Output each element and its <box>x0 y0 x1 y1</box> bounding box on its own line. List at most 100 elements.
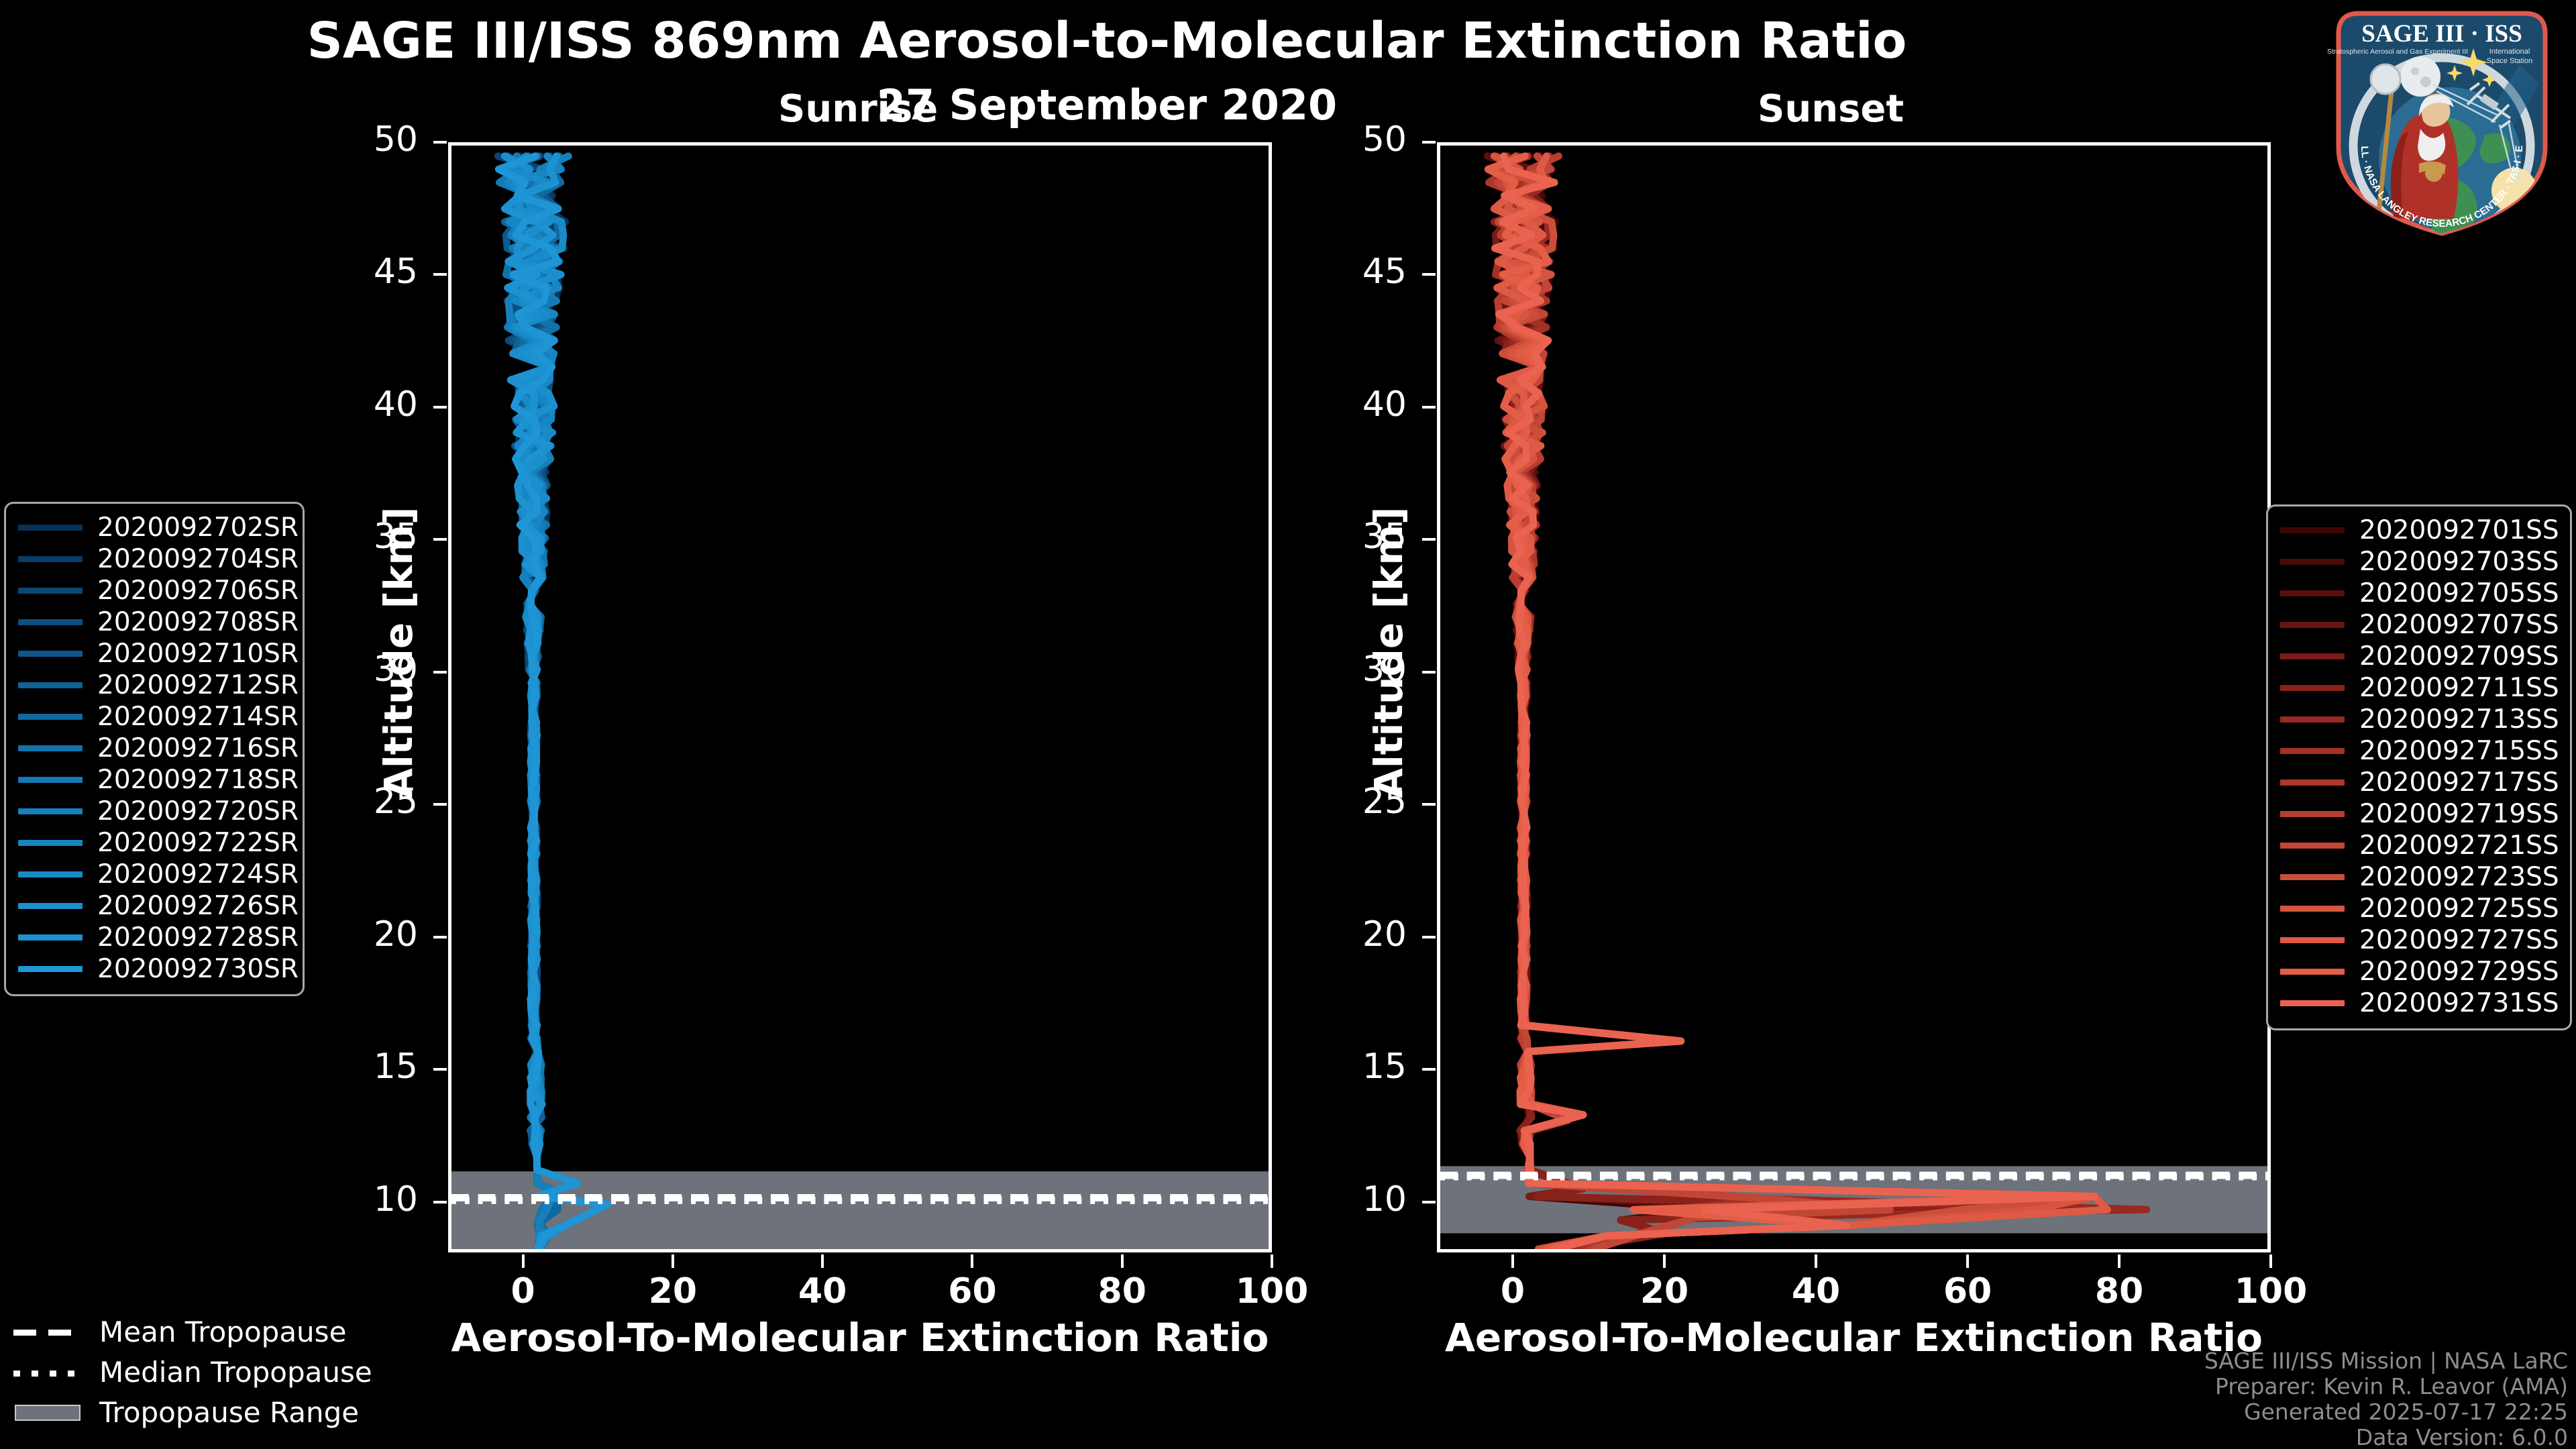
sunset-legend-item[interactable]: 2020092717SS <box>2280 767 2559 798</box>
sunset-legend-item[interactable]: 2020092719SS <box>2280 798 2559 830</box>
y-tick-label: 35 <box>373 517 418 557</box>
sunrise-panel-title: Sunrise <box>778 87 938 131</box>
sunrise-legend-item[interactable]: 2020092724SR <box>18 859 299 890</box>
sunset-legend-item[interactable]: 2020092721SS <box>2280 830 2559 861</box>
sunrise-profile-lines <box>494 152 611 1249</box>
sunset-legend-item[interactable]: 2020092709SS <box>2280 641 2559 672</box>
sunrise-legend-item[interactable]: 2020092714SR <box>18 701 299 733</box>
legend-color-swatch <box>2280 685 2345 691</box>
sunrise-legend-item[interactable]: 2020092702SR <box>18 512 299 543</box>
sunset-legend-item[interactable]: 2020092727SS <box>2280 924 2559 956</box>
sunset-legend-item[interactable]: 2020092725SS <box>2280 893 2559 924</box>
legend-event-label: 2020092703SS <box>2359 547 2559 577</box>
y-tick-label: 50 <box>1362 119 1407 160</box>
x-tick-mark <box>1966 1254 1969 1268</box>
sunrise-legend-item[interactable]: 2020092716SR <box>18 733 299 764</box>
legend-color-swatch <box>18 525 83 531</box>
legend-color-swatch <box>18 871 83 877</box>
legend-color-swatch <box>18 966 83 972</box>
legend-color-swatch <box>2280 527 2345 533</box>
profile-line <box>1495 152 2098 1249</box>
legend-color-swatch <box>18 714 83 720</box>
legend-color-swatch <box>2280 653 2345 659</box>
sunrise-series-legend[interactable]: 2020092702SR 2020092704SR 2020092706SR 2020… <box>4 502 305 996</box>
legend-event-label: 2020092713SS <box>2359 704 2559 735</box>
credits-block: SAGE III/ISS Mission | NASA LaRC Prepare… <box>2204 1348 2568 1449</box>
sunset-legend-item[interactable]: 2020092707SS <box>2280 609 2559 641</box>
x-tick-mark <box>1271 1254 1273 1268</box>
sunrise-legend-item[interactable]: 2020092706SR <box>18 575 299 606</box>
legend-event-label: 2020092712SR <box>97 670 299 700</box>
sunset-series-legend[interactable]: 2020092701SS 2020092703SS 2020092705SS 2020… <box>2266 504 2572 1030</box>
profile-line <box>1493 152 1894 1249</box>
legend-event-label: 2020092708SR <box>97 607 299 637</box>
legend-event-label: 2020092709SS <box>2359 641 2559 672</box>
logo-subtitle-left: Stratospheric Aerosol and Gas Experiment… <box>2327 48 2468 56</box>
y-tick-mark <box>1422 273 1436 276</box>
sunrise-legend-item[interactable]: 2020092728SR <box>18 922 299 953</box>
legend-color-swatch <box>2280 559 2345 565</box>
x-tick-mark <box>821 1254 824 1268</box>
legend-event-label: 2020092715SS <box>2359 736 2559 766</box>
date-subtitle: 27 September 2020 <box>876 80 1338 129</box>
sunset-legend-item[interactable]: 2020092715SS <box>2280 735 2559 767</box>
sunrise-legend-item[interactable]: 2020092722SR <box>18 827 299 859</box>
legend-event-label: 2020092717SS <box>2359 767 2559 798</box>
logo-subtitle-right-1: International <box>2489 48 2530 56</box>
profile-line <box>1494 152 1821 1249</box>
sunset-legend-item[interactable]: 2020092713SS <box>2280 704 2559 735</box>
legend-event-label: 2020092706SR <box>97 576 299 606</box>
y-tick-mark <box>433 273 447 276</box>
legend-color-swatch <box>18 682 83 688</box>
y-tick-mark <box>1422 1068 1436 1071</box>
y-tick-mark <box>1422 670 1436 674</box>
median-tropopause-label: Median Tropopause <box>99 1355 372 1389</box>
legend-event-label: 2020092730SR <box>97 954 299 984</box>
sunset-tropopause-markers <box>1440 1171 2267 1181</box>
sunrise-legend-item[interactable]: 2020092710SR <box>18 638 299 669</box>
mission-patch-icon: SAGE III · ISS Stratospheric Aerosol and… <box>2315 0 2548 236</box>
x-tick-label: 40 <box>1791 1271 1841 1311</box>
x-tick-mark <box>521 1254 525 1268</box>
profile-line <box>494 152 611 1249</box>
legend-event-label: 2020092721SS <box>2359 830 2559 861</box>
tropopause-range-label: Tropopause Range <box>99 1395 360 1429</box>
page-title: SAGE III/ISS 869nm Aerosol-to-Molecular … <box>307 12 1907 70</box>
sunset-legend-item[interactable]: 2020092731SS <box>2280 987 2559 1019</box>
sunrise-legend-item[interactable]: 2020092704SR <box>18 543 299 575</box>
sunset-profile-lines <box>1483 152 2151 1249</box>
sunset-legend-item[interactable]: 2020092711SS <box>2280 672 2559 704</box>
sunrise-legend-item[interactable]: 2020092726SR <box>18 890 299 922</box>
legend-event-label: 2020092725SS <box>2359 894 2559 924</box>
sunrise-legend-item[interactable]: 2020092712SR <box>18 669 299 701</box>
legend-color-swatch <box>18 903 83 909</box>
x-tick-label: 20 <box>1640 1271 1689 1311</box>
tropopause-range-swatch-icon <box>13 1402 83 1422</box>
y-tick-label: 30 <box>373 649 418 690</box>
sunset-legend-item[interactable]: 2020092705SS <box>2280 578 2559 609</box>
legend-color-swatch <box>2280 906 2345 912</box>
sunset-legend-item[interactable]: 2020092723SS <box>2280 861 2559 893</box>
profile-line <box>1484 152 2098 1249</box>
y-tick-mark <box>433 538 447 541</box>
legend-color-swatch <box>2280 937 2345 943</box>
legend-color-swatch <box>18 777 83 783</box>
sunset-legend-item[interactable]: 2020092701SS <box>2280 515 2559 546</box>
legend-color-swatch <box>18 808 83 814</box>
sunset-xaxis-label: Aerosol-To-Molecular Extinction Ratio <box>1444 1315 2263 1360</box>
y-tick-label: 45 <box>373 252 418 292</box>
y-tick-mark <box>1422 141 1436 144</box>
x-tick-mark <box>1511 1254 1514 1268</box>
legend-color-swatch <box>18 556 83 562</box>
sunrise-yaxis-label: Altitude [km] <box>376 506 421 798</box>
sunrise-legend-item[interactable]: 2020092730SR <box>18 953 299 985</box>
y-tick-mark <box>433 1068 447 1071</box>
sunset-legend-item[interactable]: 2020092703SS <box>2280 546 2559 578</box>
x-tick-mark <box>1815 1254 1817 1268</box>
sunset-legend-item[interactable]: 2020092729SS <box>2280 956 2559 987</box>
sunrise-xaxis-label: Aerosol-To-Molecular Extinction Ratio <box>451 1315 1269 1360</box>
sunrise-legend-item[interactable]: 2020092718SR <box>18 764 299 796</box>
sunrise-legend-item[interactable]: 2020092720SR <box>18 796 299 827</box>
sunrise-legend-item[interactable]: 2020092708SR <box>18 606 299 638</box>
